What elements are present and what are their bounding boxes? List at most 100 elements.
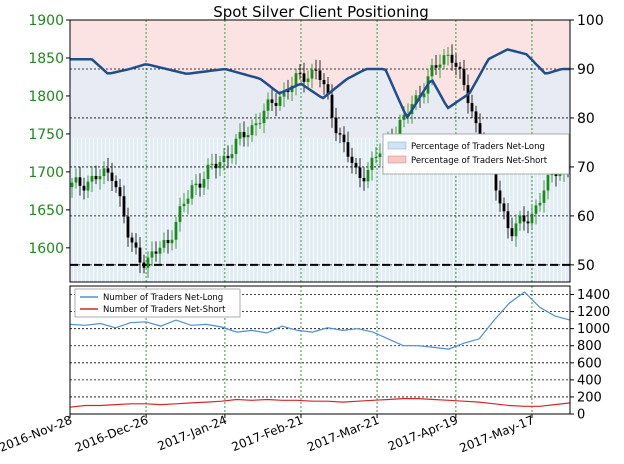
candle-body xyxy=(86,181,90,191)
legend-net-long-swatch xyxy=(387,141,407,150)
net-long-bar xyxy=(326,94,330,282)
candle-body xyxy=(506,211,510,229)
candle-body xyxy=(402,114,406,120)
candle-body xyxy=(150,251,154,258)
left-tick-label: 1750 xyxy=(28,127,64,143)
net-long-bar xyxy=(406,116,410,283)
net-long-bar xyxy=(410,109,414,282)
candle-body xyxy=(166,240,170,244)
net-long-bar xyxy=(186,73,190,282)
candle-body xyxy=(446,54,450,56)
candle-body xyxy=(470,103,474,112)
candle-body xyxy=(514,223,518,237)
candle-body xyxy=(134,242,138,248)
candle-body xyxy=(114,180,118,188)
net-long-bar xyxy=(310,91,314,283)
left-tick-label: 1650 xyxy=(28,203,64,219)
right-tick-label: 80 xyxy=(577,111,595,127)
candle-body xyxy=(358,167,362,178)
candle-body xyxy=(110,172,114,181)
net-long-bar xyxy=(242,74,246,282)
net-long-bar xyxy=(150,65,154,282)
net-long-bar xyxy=(294,85,298,282)
candle-body xyxy=(522,215,526,222)
net-long-bar xyxy=(222,69,226,282)
legend-traders-long-label: Number of Traders Net-Long xyxy=(103,293,223,303)
candle-body xyxy=(90,175,94,182)
candle-body xyxy=(106,168,110,173)
traders-tick-label: 600 xyxy=(577,356,602,371)
candle-body xyxy=(542,190,546,203)
candle-body xyxy=(302,73,306,82)
net-long-bar xyxy=(234,72,238,282)
right-tick-label: 100 xyxy=(577,13,604,29)
candle-body xyxy=(530,213,534,224)
left-tick-label: 1900 xyxy=(28,13,64,29)
net-long-bar xyxy=(238,73,242,282)
candle-body xyxy=(330,94,334,118)
candle-body xyxy=(430,65,434,77)
candle-body xyxy=(126,216,130,238)
candle-body xyxy=(154,251,158,254)
net-long-bar xyxy=(250,76,254,282)
candle-body xyxy=(366,169,370,182)
net-long-bar xyxy=(274,90,278,282)
candle-body xyxy=(210,163,214,165)
net-long-bar xyxy=(258,78,262,282)
candle-body xyxy=(342,134,346,143)
candle-body xyxy=(450,54,454,63)
net-long-bar xyxy=(134,67,138,283)
net-long-bar xyxy=(154,66,158,283)
candle-body xyxy=(102,168,106,177)
candle-body xyxy=(314,69,318,71)
traders-tick-label: 1000 xyxy=(577,322,610,337)
traders-tick-label: 200 xyxy=(577,390,602,405)
legend-net-short-label: Percentage of Traders Net-Short xyxy=(411,156,548,166)
net-long-bar xyxy=(390,84,394,282)
date-label: 2017-Jan-24 xyxy=(155,413,229,454)
net-long-bar xyxy=(414,103,418,282)
net-long-percentage-line xyxy=(70,48,570,120)
net-long-bar xyxy=(382,68,386,283)
candle-body xyxy=(246,135,250,138)
candle-body xyxy=(78,177,82,186)
net-long-bar xyxy=(430,79,434,282)
net-long-bar xyxy=(170,70,174,282)
candle-body xyxy=(334,117,338,134)
candle-body xyxy=(174,221,178,240)
right-tick-label: 50 xyxy=(577,258,595,274)
net-long-bar xyxy=(162,68,166,282)
net-long-bar xyxy=(322,97,326,282)
net-long-bar xyxy=(466,94,470,282)
traders-net-short-line xyxy=(69,398,571,408)
bottom-panel: 0 200 400 600 800 1000 1200 1400 Number of Trad… xyxy=(69,285,610,423)
legend-traders-short-label: Number of Traders Net-Short xyxy=(103,305,226,315)
candle-body xyxy=(378,153,382,158)
candle-body xyxy=(142,262,146,268)
candle-body xyxy=(278,96,282,106)
net-long-bar xyxy=(290,87,294,282)
top-legend-box xyxy=(382,133,570,175)
net-long-bar xyxy=(342,81,346,283)
candle-body xyxy=(98,176,102,180)
net-long-bar xyxy=(70,59,74,283)
left-tick-label: 1700 xyxy=(28,165,64,181)
candle-body xyxy=(258,123,262,125)
net-long-bar xyxy=(146,64,150,282)
traders-tick-label: 1400 xyxy=(577,288,610,303)
net-long-bar xyxy=(422,90,426,282)
net-long-bar xyxy=(442,101,446,282)
net-long-bar xyxy=(538,68,542,282)
candle-body xyxy=(82,185,86,191)
net-long-bar xyxy=(354,74,358,282)
net-long-bar xyxy=(118,71,122,283)
net-long-bar xyxy=(122,70,126,282)
candle-body xyxy=(458,66,462,69)
net-long-bar xyxy=(402,111,406,282)
candle-body xyxy=(254,123,258,126)
net-long-bar xyxy=(226,69,230,283)
net-long-bar xyxy=(246,75,250,283)
net-long-bar xyxy=(346,78,350,282)
date-label: 2017-Feb-21 xyxy=(230,413,305,454)
net-long-bar xyxy=(434,87,438,282)
